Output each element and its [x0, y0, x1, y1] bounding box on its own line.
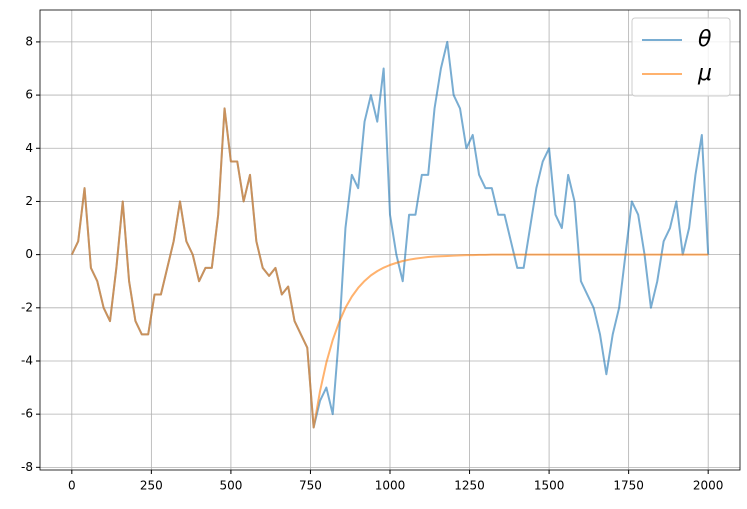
x-tick-label: 250 [140, 479, 163, 493]
x-tick-label: 1000 [375, 479, 406, 493]
y-tick-label: 4 [25, 141, 33, 155]
legend-label: μ [697, 61, 712, 86]
x-tick-label: 500 [219, 479, 242, 493]
x-tick-label: 1750 [613, 479, 644, 493]
x-tick-label: 2000 [693, 479, 724, 493]
y-tick-label: -8 [21, 460, 33, 474]
y-tick-label: -4 [21, 353, 33, 367]
y-tick-label: -2 [21, 300, 33, 314]
series-line [70, 107, 709, 429]
x-tick-label: 0 [68, 479, 76, 493]
y-tick-label: 2 [25, 194, 33, 208]
y-tick-label: 8 [25, 34, 33, 48]
legend-box [631, 17, 731, 97]
axes-frame [39, 9, 741, 471]
y-tick-label: 0 [25, 247, 33, 261]
y-tick-label: 6 [25, 88, 33, 102]
x-tick-label: 750 [299, 479, 322, 493]
legend-label: θ [698, 27, 712, 52]
x-tick-label: 1500 [534, 479, 565, 493]
y-tick-label: -6 [21, 407, 33, 421]
x-tick-label: 1250 [454, 479, 485, 493]
